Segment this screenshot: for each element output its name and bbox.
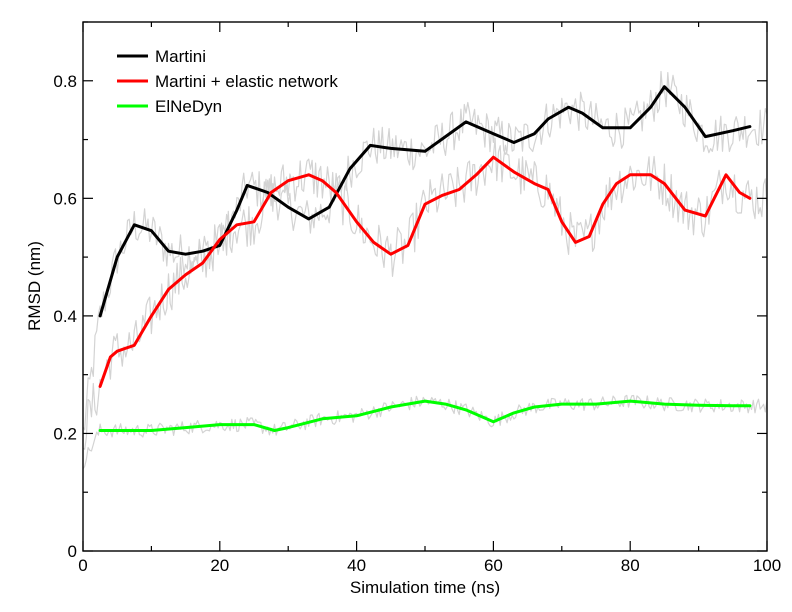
legend-label: Martini bbox=[155, 47, 206, 66]
raw-traces bbox=[82, 70, 768, 470]
y-tick-label: 0 bbox=[68, 542, 77, 561]
x-ticks: 0 20 40 60 80 100 bbox=[78, 22, 781, 575]
series-lines bbox=[98, 85, 752, 432]
legend-label: Martini + elastic network bbox=[155, 72, 338, 91]
raw-trace-1 bbox=[82, 70, 768, 431]
x-tick-label: 40 bbox=[347, 556, 366, 575]
y-axis-title: RMSD (nm) bbox=[25, 241, 44, 331]
x-tick-label: 0 bbox=[78, 556, 87, 575]
y-tick-label: 0.2 bbox=[53, 424, 77, 443]
series-line-3 bbox=[98, 399, 752, 432]
x-tick-label: 100 bbox=[753, 556, 781, 575]
y-tick-label: 0.8 bbox=[53, 72, 77, 91]
raw-trace-3 bbox=[82, 394, 768, 470]
y-tick-label: 0.6 bbox=[53, 189, 77, 208]
legend-label: ElNeDyn bbox=[155, 97, 222, 116]
series-line-2 bbox=[98, 155, 752, 388]
series-line-1 bbox=[98, 85, 752, 318]
x-axis-title: Simulation time (ns) bbox=[350, 578, 500, 597]
x-tick-label: 60 bbox=[484, 556, 503, 575]
y-tick-label: 0.4 bbox=[53, 307, 77, 326]
legend: Martini Martini + elastic network ElNeDyn bbox=[117, 47, 338, 116]
x-tick-label: 20 bbox=[210, 556, 229, 575]
y-ticks: 0 0.2 0.4 0.6 0.8 bbox=[53, 21, 767, 561]
x-tick-label: 80 bbox=[621, 556, 640, 575]
raw-trace-2 bbox=[82, 137, 768, 450]
